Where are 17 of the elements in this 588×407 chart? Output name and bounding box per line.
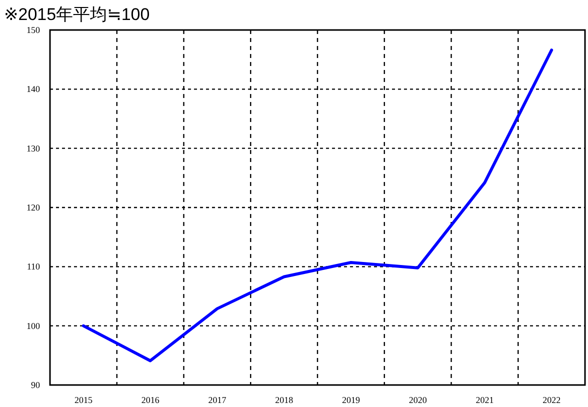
x-tick-label: 2019: [342, 395, 360, 405]
y-tick-label: 130: [26, 143, 40, 154]
y-tick-label: 110: [26, 262, 40, 272]
line-series: [82, 48, 554, 362]
y-tick-label: 90: [31, 380, 40, 390]
y-tick-label: 140: [26, 84, 40, 94]
x-tick-label: 2022: [542, 395, 561, 405]
x-tick-label: 2017: [208, 395, 227, 405]
y-tick-label: 120: [26, 202, 40, 212]
x-tick-label: 2020: [408, 395, 428, 405]
x-tick-label: 2015: [74, 395, 93, 405]
x-tick-label: 2021: [476, 395, 494, 405]
x-tick-label: 2018: [275, 395, 294, 405]
y-tick-label: 100: [26, 320, 40, 331]
x-tick-label: 2016: [141, 395, 160, 405]
y-tick-label: 150: [26, 25, 40, 35]
chart-title: ※2015年平均≒100: [4, 5, 150, 24]
